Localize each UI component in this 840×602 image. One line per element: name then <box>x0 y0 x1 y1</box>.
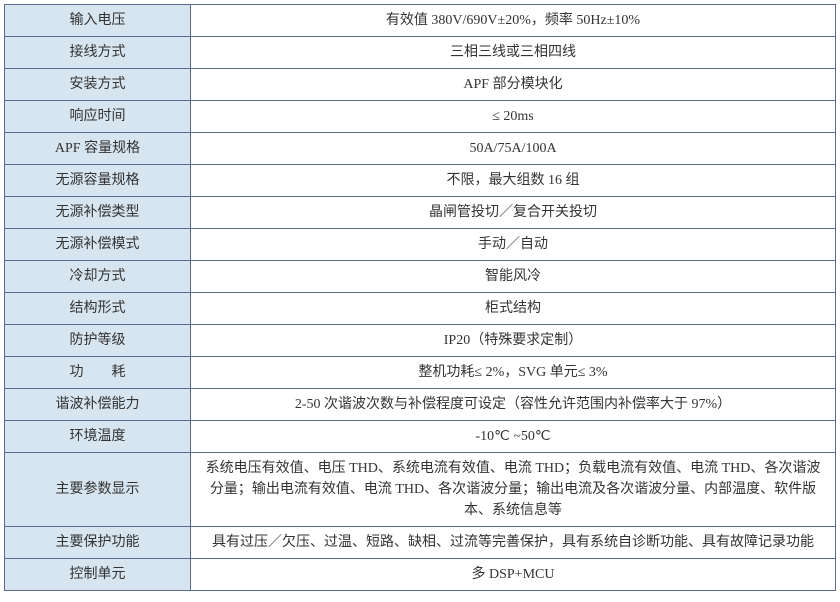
spec-label: 无源补偿类型 <box>5 197 191 229</box>
table-row: 无源补偿类型晶闸管投切／复合开关投切 <box>5 197 836 229</box>
spec-value: 三相三线或三相四线 <box>191 37 836 69</box>
spec-label: 冷却方式 <box>5 261 191 293</box>
table-row: 输入电压有效值 380V/690V±20%，频率 50Hz±10% <box>5 5 836 37</box>
table-row: 防护等级IP20（特殊要求定制） <box>5 325 836 357</box>
spec-value: 柜式结构 <box>191 293 836 325</box>
spec-value: 手动／自动 <box>191 229 836 261</box>
spec-value: 智能风冷 <box>191 261 836 293</box>
table-row: 安装方式APF 部分模块化 <box>5 69 836 101</box>
spec-value: 系统电压有效值、电压 THD、系统电流有效值、电流 THD；负载电流有效值、电流… <box>191 453 836 527</box>
table-row: 响应时间≤ 20ms <box>5 101 836 133</box>
table-row: 结构形式柜式结构 <box>5 293 836 325</box>
spec-label: 功 耗 <box>5 357 191 389</box>
spec-table-body: 输入电压有效值 380V/690V±20%，频率 50Hz±10%接线方式三相三… <box>5 5 836 591</box>
table-row: 主要保护功能具有过压／欠压、过温、短路、缺相、过流等完善保护，具有系统自诊断功能… <box>5 527 836 559</box>
spec-label: APF 容量规格 <box>5 133 191 165</box>
table-row: 功 耗整机功耗≤ 2%，SVG 单元≤ 3% <box>5 357 836 389</box>
table-row: 环境温度-10℃ ~50℃ <box>5 421 836 453</box>
table-row: 主要参数显示系统电压有效值、电压 THD、系统电流有效值、电流 THD；负载电流… <box>5 453 836 527</box>
spec-label: 环境温度 <box>5 421 191 453</box>
spec-value: IP20（特殊要求定制） <box>191 325 836 357</box>
spec-value: -10℃ ~50℃ <box>191 421 836 453</box>
table-row: 接线方式三相三线或三相四线 <box>5 37 836 69</box>
table-row: APF 容量规格50A/75A/100A <box>5 133 836 165</box>
spec-value: APF 部分模块化 <box>191 69 836 101</box>
spec-label: 响应时间 <box>5 101 191 133</box>
spec-label: 结构形式 <box>5 293 191 325</box>
table-row: 谐波补偿能力2-50 次谐波次数与补偿程度可设定（容性允许范围内补偿率大于 97… <box>5 389 836 421</box>
table-row: 冷却方式智能风冷 <box>5 261 836 293</box>
spec-value: 50A/75A/100A <box>191 133 836 165</box>
spec-value: 多 DSP+MCU <box>191 559 836 591</box>
spec-label: 防护等级 <box>5 325 191 357</box>
spec-value: 晶闸管投切／复合开关投切 <box>191 197 836 229</box>
spec-label: 控制单元 <box>5 559 191 591</box>
spec-value: 具有过压／欠压、过温、短路、缺相、过流等完善保护，具有系统自诊断功能、具有故障记… <box>191 527 836 559</box>
spec-label: 谐波补偿能力 <box>5 389 191 421</box>
spec-value: ≤ 20ms <box>191 101 836 133</box>
spec-label: 主要参数显示 <box>5 453 191 527</box>
spec-label: 输入电压 <box>5 5 191 37</box>
spec-value: 有效值 380V/690V±20%，频率 50Hz±10% <box>191 5 836 37</box>
table-row: 无源容量规格不限，最大组数 16 组 <box>5 165 836 197</box>
spec-value: 2-50 次谐波次数与补偿程度可设定（容性允许范围内补偿率大于 97%） <box>191 389 836 421</box>
spec-value: 整机功耗≤ 2%，SVG 单元≤ 3% <box>191 357 836 389</box>
spec-label: 无源补偿模式 <box>5 229 191 261</box>
table-row: 无源补偿模式手动／自动 <box>5 229 836 261</box>
spec-label: 无源容量规格 <box>5 165 191 197</box>
spec-label: 接线方式 <box>5 37 191 69</box>
spec-label: 主要保护功能 <box>5 527 191 559</box>
spec-table: 输入电压有效值 380V/690V±20%，频率 50Hz±10%接线方式三相三… <box>4 4 836 591</box>
spec-value: 不限，最大组数 16 组 <box>191 165 836 197</box>
table-row: 控制单元多 DSP+MCU <box>5 559 836 591</box>
spec-label: 安装方式 <box>5 69 191 101</box>
